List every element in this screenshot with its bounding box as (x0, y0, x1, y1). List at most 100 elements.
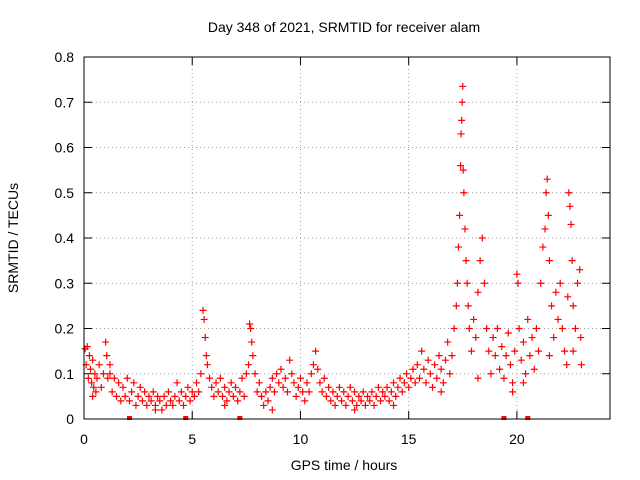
data-point (381, 392, 389, 400)
data-point (420, 365, 428, 373)
y-tick-label: 0 (66, 411, 74, 427)
y-tick-label: 0.8 (55, 49, 75, 65)
data-point (522, 370, 530, 378)
data-point (262, 388, 270, 396)
data-point (435, 352, 443, 360)
x-tick-label: 10 (293, 431, 309, 447)
data-point (335, 383, 343, 391)
data-point (214, 388, 222, 396)
data-point (314, 365, 322, 373)
data-point (242, 370, 250, 378)
data-point (264, 397, 272, 405)
data-point (158, 406, 166, 414)
gap-marker (237, 416, 243, 420)
data-point (286, 356, 294, 364)
data-point (454, 243, 462, 251)
data-point (548, 302, 556, 310)
data-point (577, 361, 585, 369)
data-point (542, 189, 550, 197)
data-point (281, 374, 289, 382)
x-axis-label: GPS time / hours (291, 457, 398, 473)
data-point (509, 388, 517, 396)
data-point (123, 374, 131, 382)
data-point (387, 388, 395, 396)
data-point (201, 334, 209, 342)
data-point (424, 356, 432, 364)
data-point (478, 234, 486, 242)
data-point (305, 388, 313, 396)
data-point (514, 279, 522, 287)
data-point (149, 388, 157, 396)
data-point (535, 347, 543, 355)
data-point (459, 166, 467, 174)
data-point (528, 334, 536, 342)
gap-marker (183, 416, 189, 420)
data-point (366, 397, 374, 405)
data-point (102, 338, 110, 346)
data-point (537, 279, 545, 287)
x-tick-label: 15 (401, 431, 417, 447)
data-point (444, 338, 452, 346)
data-point (227, 379, 235, 387)
x-tick-label: 5 (188, 431, 196, 447)
data-point (85, 352, 93, 360)
data-point (565, 189, 573, 197)
data-point (312, 347, 320, 355)
data-point (458, 98, 466, 106)
data-point (504, 329, 512, 337)
data-point (500, 374, 508, 382)
y-axis-label: SRMTID / TECUs (5, 183, 21, 293)
data-point (245, 361, 253, 369)
data-point (569, 302, 577, 310)
data-point (177, 388, 185, 396)
data-point (190, 392, 198, 400)
data-point (223, 397, 231, 405)
data-point (474, 288, 482, 296)
data-point (450, 325, 458, 332)
data-point (517, 356, 525, 364)
data-point (117, 397, 125, 405)
data-point (568, 257, 576, 265)
data-point (182, 392, 190, 400)
data-point (351, 406, 359, 414)
data-point (128, 388, 136, 396)
data-point (390, 401, 398, 409)
data-point (322, 392, 330, 400)
data-point (294, 383, 302, 391)
data-point (532, 325, 540, 332)
data-point (301, 397, 309, 405)
data-point (483, 325, 491, 332)
data-point (459, 82, 467, 90)
data-point (175, 397, 183, 405)
data-point (400, 379, 408, 387)
y-tick-label: 0.5 (55, 185, 75, 201)
data-point (457, 130, 465, 138)
data-point (385, 397, 393, 405)
data-point (134, 392, 142, 400)
data-point (173, 379, 181, 387)
data-point (253, 388, 261, 396)
data-point (346, 383, 354, 391)
data-point (104, 374, 112, 382)
data-point (147, 397, 155, 405)
data-point (437, 388, 445, 396)
data-point (138, 397, 146, 405)
data-point (550, 334, 558, 342)
data-point (91, 370, 99, 378)
data-point (460, 189, 468, 197)
data-point (103, 352, 111, 360)
data-point (556, 279, 564, 287)
data-point (348, 397, 356, 405)
data-point (390, 379, 398, 387)
data-point (576, 266, 584, 274)
y-tick-label: 0.7 (55, 94, 75, 110)
data-point (171, 392, 179, 400)
data-point (212, 379, 220, 387)
data-point (464, 302, 472, 310)
data-point (279, 383, 287, 391)
data-point (208, 383, 216, 391)
data-point (413, 361, 421, 369)
data-point (462, 257, 470, 265)
data-point (431, 361, 439, 369)
data-point (493, 325, 501, 332)
